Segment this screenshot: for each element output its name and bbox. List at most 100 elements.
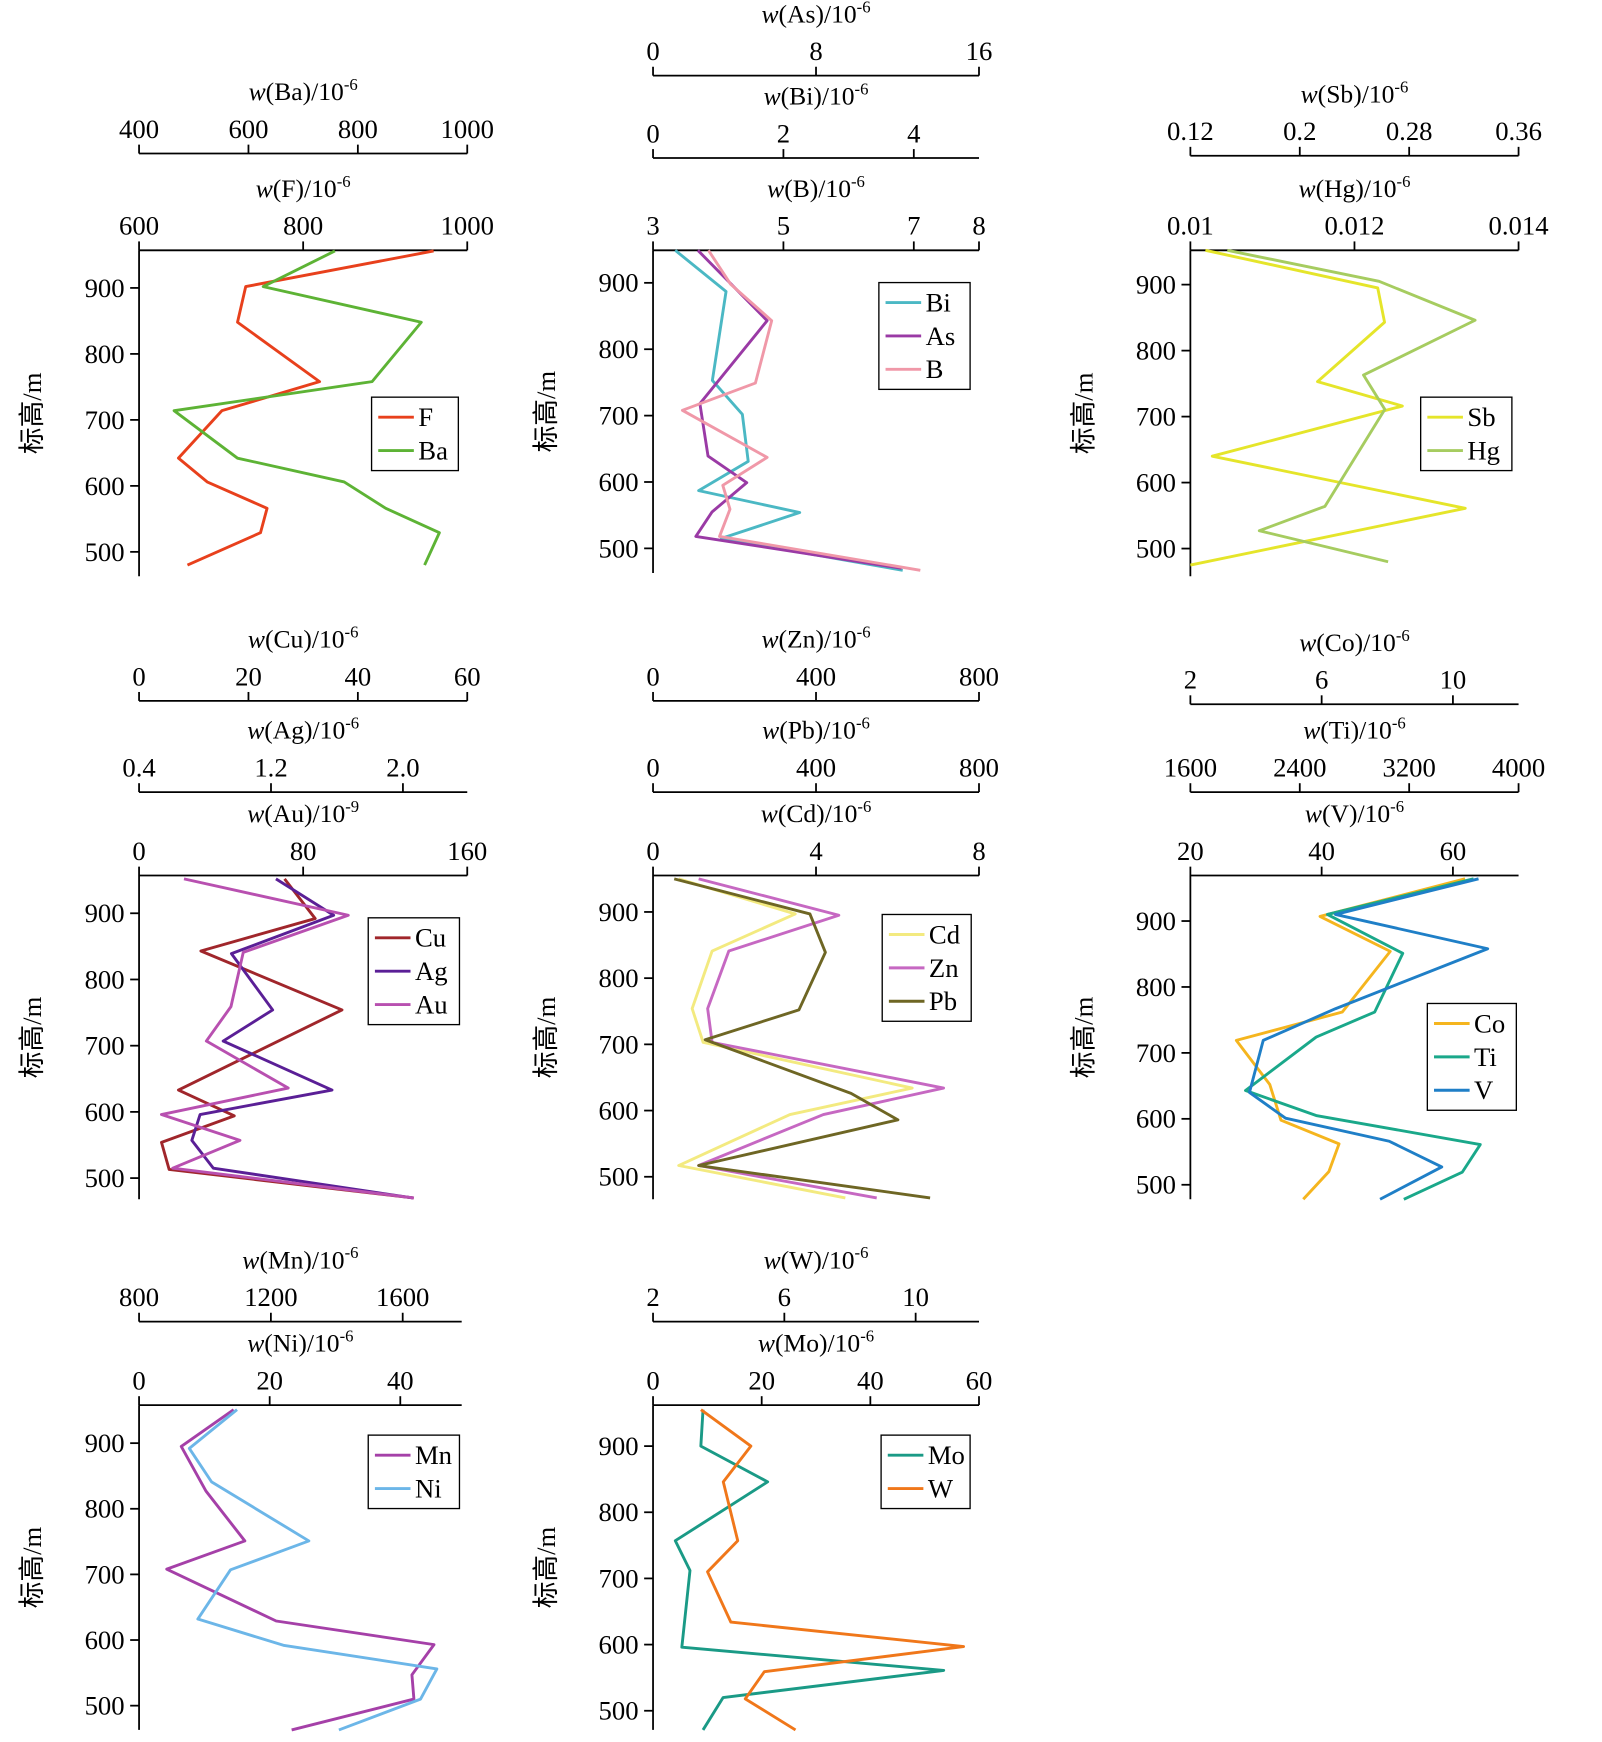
x-tick-label: 0.4 xyxy=(122,753,155,783)
x-tick-label: 80 xyxy=(290,836,317,866)
x-tick-label: 2 xyxy=(1184,665,1197,695)
x-tick-label: 0 xyxy=(646,753,659,783)
y-tick-label: 800 xyxy=(1136,336,1176,366)
x-tick-label: 0 xyxy=(132,661,145,691)
x-tick-label: 800 xyxy=(283,211,323,241)
x-tick-label: 1000 xyxy=(441,114,494,144)
x-tick-label: 40 xyxy=(857,1366,884,1396)
label-sup: -6 xyxy=(1394,77,1408,96)
x-tick-label: 6 xyxy=(778,1282,791,1312)
label-sup: -6 xyxy=(1392,714,1406,733)
x-axis-label: w(B)/10-6 xyxy=(767,172,865,203)
x-tick-label: 1000 xyxy=(441,211,494,241)
label-italic: w xyxy=(247,1329,264,1358)
label-sup: -6 xyxy=(857,797,871,816)
x-tick-label: 60 xyxy=(966,1366,993,1396)
x-tick-label: 0.01 xyxy=(1167,211,1214,241)
legend-label: Ti xyxy=(1474,1042,1497,1072)
x-axis-label: w(Ti)/10-6 xyxy=(1303,714,1406,745)
x-tick-label: 2.0 xyxy=(386,753,419,783)
y-axis-label: 标高/m xyxy=(17,372,47,454)
y-tick-label: 700 xyxy=(85,1031,125,1061)
legend-label: Sb xyxy=(1467,402,1495,432)
y-tick-label: 800 xyxy=(599,1497,639,1527)
legend-label: Au xyxy=(415,989,448,1019)
x-axis-label: w(Zn)/10-6 xyxy=(761,622,870,653)
x-axis-label: w(Ba)/10-6 xyxy=(249,75,358,106)
x-axis-label: w(As)/10-6 xyxy=(761,0,870,28)
x-tick-label: 0.014 xyxy=(1489,211,1549,241)
legend-label: B xyxy=(926,354,944,384)
x-tick-label: 0 xyxy=(132,836,145,866)
y-tick-label: 700 xyxy=(599,1029,639,1059)
label-italic: w xyxy=(764,82,781,111)
y-tick-label: 900 xyxy=(599,1431,639,1461)
label-text: (Bi)/10 xyxy=(781,82,855,111)
x-axis-label: w(W)/10-6 xyxy=(764,1243,869,1274)
y-tick-label: 500 xyxy=(85,537,125,567)
x-tick-label: 0 xyxy=(132,1366,145,1396)
legend-label: Zn xyxy=(929,953,959,983)
data-line xyxy=(1248,877,1490,1201)
x-axis-label: w(F)/10-6 xyxy=(256,172,351,203)
label-text: (Ag)/10 xyxy=(264,716,345,745)
x-tick-label: 2400 xyxy=(1273,753,1326,783)
x-tick-label: 20 xyxy=(235,661,262,691)
label-text: (Co)/10 xyxy=(1316,628,1396,657)
y-tick-label: 900 xyxy=(85,898,125,928)
y-tick-label: 500 xyxy=(599,533,639,563)
label-italic: w xyxy=(247,799,264,828)
legend-label: Cd xyxy=(929,919,961,949)
legend-label: W xyxy=(928,1473,954,1503)
x-tick-label: 6 xyxy=(1315,665,1328,695)
y-tick-label: 700 xyxy=(1136,1038,1176,1068)
label-text: (Hg)/10 xyxy=(1316,174,1397,203)
data-line xyxy=(673,1409,946,1731)
x-tick-label: 3 xyxy=(646,211,659,241)
x-tick-label: 0 xyxy=(646,36,659,66)
x-tick-label: 0.012 xyxy=(1324,211,1384,241)
data-line xyxy=(1190,248,1467,567)
x-tick-label: 40 xyxy=(1308,836,1335,866)
data-line xyxy=(160,877,414,1200)
y-tick-label: 700 xyxy=(599,1563,639,1593)
label-text: (F)/10 xyxy=(273,174,337,203)
x-tick-label: 0.2 xyxy=(1283,116,1316,146)
y-tick-label: 900 xyxy=(85,1428,125,1458)
y-tick-label: 500 xyxy=(1136,1170,1176,1200)
y-tick-label: 500 xyxy=(599,1696,639,1726)
label-text: (As)/10 xyxy=(779,0,857,28)
data-line xyxy=(1244,877,1482,1201)
y-tick-label: 500 xyxy=(85,1691,125,1721)
label-italic: w xyxy=(761,0,778,28)
x-axis-label: w(Sb)/10-6 xyxy=(1301,77,1409,108)
y-axis-label: 标高/m xyxy=(17,996,47,1078)
x-tick-label: 40 xyxy=(387,1366,414,1396)
label-text: (V)/10 xyxy=(1322,799,1390,828)
x-tick-label: 5 xyxy=(777,211,790,241)
x-axis-label: w(Ni)/10-6 xyxy=(247,1327,353,1358)
x-tick-label: 8 xyxy=(972,211,985,241)
x-tick-label: 1.2 xyxy=(254,753,287,783)
label-sup: -6 xyxy=(857,0,871,16)
label-text: (B)/10 xyxy=(784,174,851,203)
y-tick-label: 700 xyxy=(85,1559,125,1589)
legend-label: As xyxy=(926,321,956,351)
x-tick-label: 3200 xyxy=(1382,753,1435,783)
y-tick-label: 800 xyxy=(599,963,639,993)
label-text: (Zn)/10 xyxy=(779,624,857,653)
y-tick-label: 900 xyxy=(1136,270,1176,300)
legend-label: Ni xyxy=(415,1473,442,1503)
y-tick-label: 600 xyxy=(1136,1104,1176,1134)
x-tick-label: 40 xyxy=(345,661,372,691)
label-sup: -6 xyxy=(855,1243,869,1262)
label-italic: w xyxy=(247,716,264,745)
x-tick-label: 4 xyxy=(907,118,920,148)
label-text: (Ti)/10 xyxy=(1320,716,1392,745)
label-text: (W)/10 xyxy=(781,1245,855,1274)
